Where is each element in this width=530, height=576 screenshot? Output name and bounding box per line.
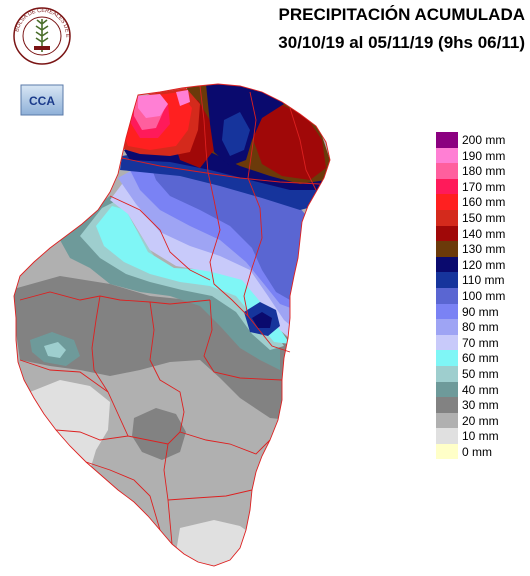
legend-swatch [436,209,458,226]
legend-row: 130 mm [436,241,526,257]
legend-label: 120 mm [462,257,506,272]
legend-row: 160 mm [436,194,526,210]
legend-row: 0 mm [436,443,526,460]
legend-swatch [436,147,458,164]
legend-label: 100 mm [462,288,506,303]
cca-logo: CCA [20,84,64,116]
legend-row: 150 mm [436,209,526,226]
legend-row: 30 mm [436,397,526,413]
precip-zone-190mm-east [176,90,190,106]
legend-swatch [436,178,458,195]
legend-swatch [436,163,458,179]
legend-row: 100 mm [436,287,526,304]
legend-label: 80 mm [462,320,499,335]
legend-swatch [436,365,458,382]
map-title-block: PRECIPITACIÓN ACUMULADA 30/10/19 al 05/1… [215,4,525,54]
legend-label: 140 mm [462,226,506,241]
legend-label: 190 mm [462,148,506,163]
legend-swatch [436,272,458,288]
legend-swatch [436,443,458,460]
precip-zone-140mm [252,104,326,180]
legend-row: 50 mm [436,365,526,382]
legend-label: 30 mm [462,398,499,413]
legend-row: 20 mm [436,412,526,429]
precip-zone-110mm [120,150,324,210]
legend-row: 170 mm [436,178,526,195]
legend-row: 60 mm [436,350,526,366]
legend-swatch [436,225,458,242]
legend-swatch [436,241,458,257]
legend-label: 40 mm [462,382,499,397]
legend-swatch [436,132,458,148]
map-period: 30/10/19 al 05/11/19 (9hs 06/11) [278,33,525,52]
precip-zone-110mm-north [222,112,250,156]
precipitation-legend: 200 mm 190 mm 180 mm 170 mm 160 mm 150 mm 140 … [436,132,526,460]
legend-swatch [436,334,458,351]
legend-row: 110 mm [436,272,526,288]
legend-label: 180 mm [462,164,506,179]
legend-label: 20 mm [462,413,499,428]
legend-swatch [436,412,458,429]
legend-row: 140 mm [436,225,526,242]
legend-label: 160 mm [462,195,506,210]
legend-swatch [436,319,458,335]
precip-zone-60mm [96,206,290,344]
legend-label: 70 mm [462,335,499,350]
precip-zone-120mm-spot [252,312,272,328]
legend-label: 170 mm [462,179,506,194]
precip-zone-30mm-south [132,408,186,460]
legend-swatch [436,350,458,366]
bolsa-cereales-seal-logo: BOLSA DE CEREALES DE ENTRE RIOS [12,6,71,65]
legend-swatch [436,303,458,320]
legend-row: 10 mm [436,428,526,444]
legend-swatch [436,256,458,273]
legend-label: 90 mm [462,304,499,319]
legend-row: 80 mm [436,319,526,335]
precipitation-map [13,83,331,567]
legend-label: 10 mm [462,429,499,444]
legend-label: 0 mm [462,444,492,459]
map-title: PRECIPITACIÓN ACUMULADA [278,5,526,24]
cca-logo-text: CCA [29,94,55,108]
legend-swatch [436,381,458,398]
legend-swatch [436,194,458,210]
legend-label: 60 mm [462,351,499,366]
legend-row: 90 mm [436,303,526,320]
department-boundaries [13,83,331,567]
legend-label: 200 mm [462,133,506,147]
legend-row: 180 mm [436,163,526,179]
legend-label: 110 mm [462,273,505,288]
legend-row: 190 mm [436,147,526,164]
legend-row: 40 mm [436,381,526,398]
legend-label: 50 mm [462,366,499,381]
legend-row: 70 mm [436,334,526,351]
legend-row: 200 mm [436,132,526,148]
legend-row: 120 mm [436,256,526,273]
precip-zone-190mm [138,94,168,118]
legend-label: 150 mm [462,210,506,225]
legend-swatch [436,287,458,304]
precip-zone-50mm-spot [44,342,66,358]
legend-swatch [436,397,458,413]
legend-swatch [436,428,458,444]
precip-zone-10mm-south [176,520,260,566]
legend-label: 130 mm [462,242,506,257]
